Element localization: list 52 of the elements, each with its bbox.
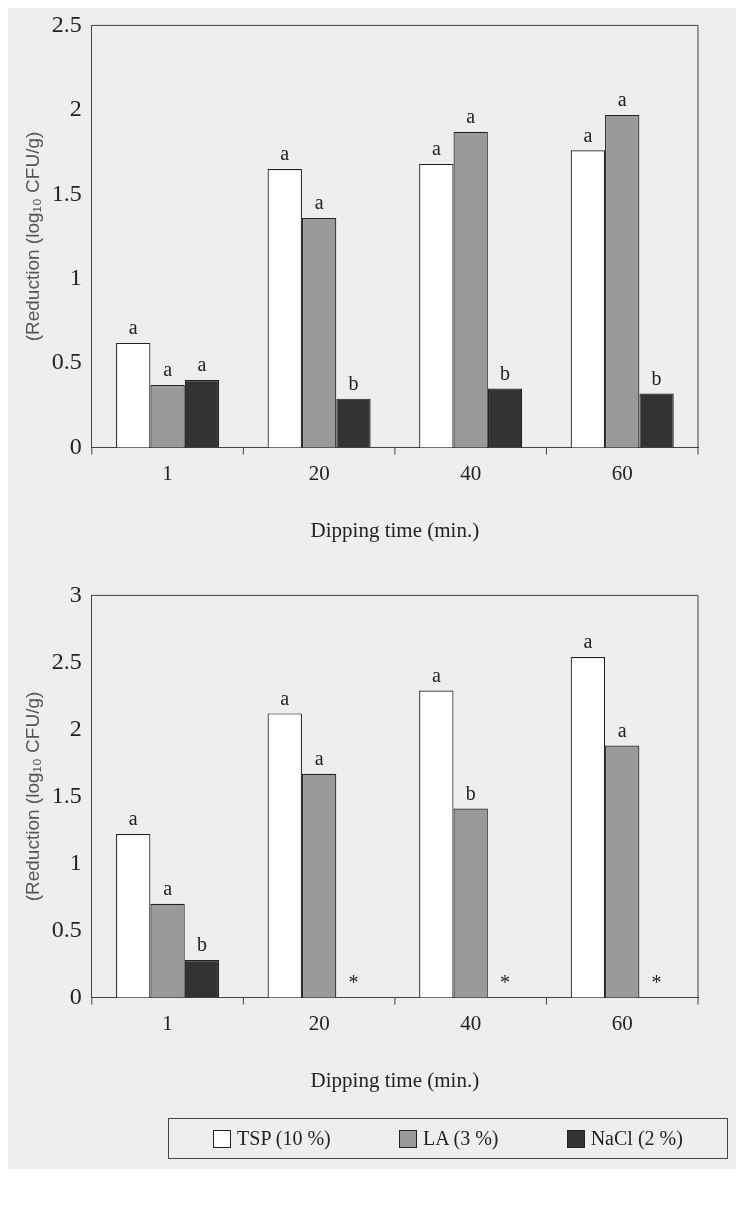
- data-label: b: [465, 781, 476, 804]
- y-tick-label: 2: [69, 714, 82, 741]
- y-tick-label: 2.5: [51, 10, 82, 37]
- y-tick-label: 2: [69, 95, 82, 122]
- data-label: a: [128, 316, 138, 339]
- legend-label: LA (3 %): [422, 1127, 499, 1150]
- data-label: a: [197, 353, 207, 376]
- x-axis-title: Dipping time (min.): [310, 517, 480, 542]
- x-tick-label: 20: [308, 460, 330, 485]
- data-label: a: [314, 746, 324, 769]
- x-tick-label: 60: [611, 460, 633, 485]
- y-tick-label: 1.5: [51, 179, 82, 206]
- data-label: b: [196, 933, 207, 956]
- data-label: a: [431, 663, 441, 686]
- x-axis-title: Dipping time (min.): [310, 1067, 480, 1092]
- y-tick-label: 2.5: [51, 647, 82, 674]
- data-label: b: [500, 361, 511, 384]
- data-label: a: [617, 88, 627, 111]
- data-label: a: [466, 105, 476, 128]
- data-label: a: [163, 358, 173, 381]
- data-label: a: [314, 191, 324, 214]
- x-tick-label: 60: [611, 1010, 633, 1035]
- y-tick-label: 0.5: [51, 348, 82, 375]
- x-tick-label: 1: [162, 460, 173, 485]
- x-tick-label: 40: [460, 1010, 482, 1035]
- y-tick-label: 1.5: [51, 781, 82, 808]
- text: *: [348, 970, 359, 993]
- data-label: a: [128, 807, 138, 830]
- y-tick-label: 0: [69, 982, 82, 1009]
- x-tick-label: 1: [162, 1010, 173, 1035]
- legend-label: NaCl (2 %): [590, 1127, 683, 1150]
- data-label: a: [163, 877, 173, 899]
- x-tick-label: 40: [460, 460, 482, 485]
- data-label: a: [617, 718, 627, 741]
- y-tick-label: 3: [69, 580, 82, 607]
- data-label: a: [583, 123, 593, 146]
- data-label: a: [280, 686, 290, 709]
- data-label: a: [280, 142, 290, 165]
- y-axis-title: (Reduction (log₁₀ CFU/g): [21, 131, 43, 342]
- y-tick-label: 0: [69, 432, 82, 459]
- y-tick-label: 1: [69, 264, 82, 291]
- text: *: [651, 970, 662, 993]
- text: *: [500, 970, 511, 993]
- data-label: b: [348, 371, 359, 394]
- data-label: b: [651, 366, 662, 389]
- data-label: a: [583, 630, 593, 653]
- x-tick-label: 20: [308, 1010, 330, 1035]
- legend-label: TSP (10 %): [237, 1127, 331, 1150]
- y-axis-title: (Reduction (log₁₀ CFU/g): [21, 691, 43, 902]
- data-label: a: [431, 137, 441, 160]
- y-tick-label: 1: [69, 848, 82, 875]
- y-tick-label: 0.5: [51, 915, 82, 942]
